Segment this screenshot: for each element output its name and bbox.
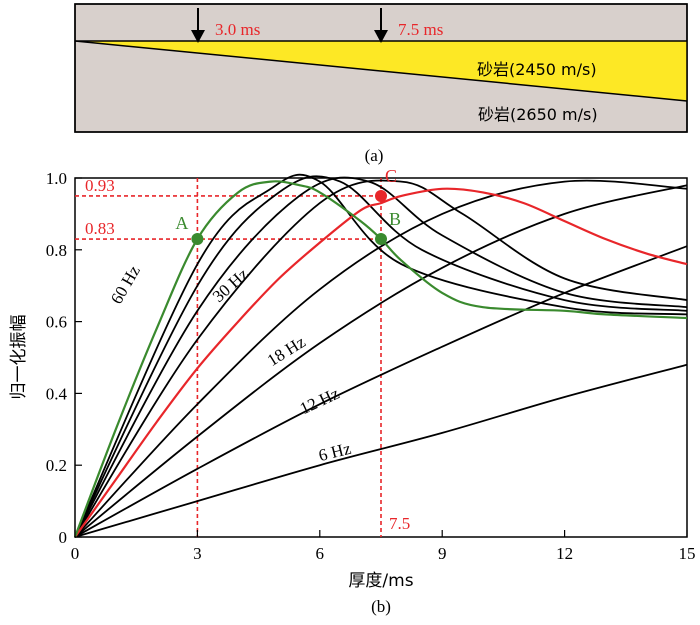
wedge-bottom-boundary bbox=[74, 40, 688, 102]
point-a bbox=[191, 233, 204, 246]
series-layer bbox=[73, 173, 688, 538]
x-axis-label: 厚度/ms bbox=[348, 571, 413, 591]
reference-line-label: 7.5 bbox=[389, 514, 410, 533]
reference-line-label: 0.93 bbox=[85, 176, 115, 195]
series-line-18-hz bbox=[74, 184, 688, 538]
y-tick-label: 1.0 bbox=[46, 169, 67, 188]
series-line-42-hz bbox=[74, 176, 688, 538]
x-tick-label: 12 bbox=[556, 544, 573, 563]
y-axis-label: 归一化振幅 bbox=[9, 315, 29, 400]
point-label-b: B bbox=[389, 209, 401, 229]
point-label-c: C bbox=[385, 166, 397, 186]
wedge-model-panel: 3.0 ms 7.5 ms 砂岩(2450 m/s) 砂岩(2650 m/s) … bbox=[74, 3, 688, 165]
amplitude-chart: 0.93 0.83 7.5 A B C 0 3 6 9 12 15 0 0.2 0.4 0.6 0.8 1.0… bbox=[9, 166, 696, 616]
panel-a-label: (a) bbox=[365, 146, 384, 165]
arrow-3ms-label: 3.0 ms bbox=[215, 20, 260, 39]
points-layer: A B C bbox=[175, 166, 401, 246]
point-b bbox=[375, 233, 387, 246]
ticks-layer: 0 3 6 9 12 15 0 0.2 0.4 0.6 0.8 1.0 bbox=[46, 169, 696, 563]
arrow-7-5ms-label: 7.5 ms bbox=[398, 20, 443, 39]
point-label-a: A bbox=[175, 213, 188, 233]
y-tick-label: 0.4 bbox=[46, 384, 68, 403]
lower-layer-label: 砂岩(2650 m/s) bbox=[478, 105, 598, 124]
series-line-60-hz bbox=[73, 180, 688, 538]
y-tick-label: 0.6 bbox=[46, 313, 67, 332]
x-tick-label: 6 bbox=[316, 544, 325, 563]
series-line-54-hz bbox=[74, 173, 688, 538]
y-tick-label: 0.8 bbox=[46, 241, 67, 260]
wedge-layer-label: 砂岩(2450 m/s) bbox=[477, 60, 597, 79]
point-c bbox=[375, 189, 387, 202]
x-tick-label: 15 bbox=[679, 544, 696, 563]
series-line-24-hz bbox=[74, 179, 688, 538]
y-tick-label: 0.2 bbox=[46, 456, 67, 475]
x-tick-label: 9 bbox=[438, 544, 447, 563]
x-tick-label: 3 bbox=[193, 544, 202, 563]
series-line-6-hz bbox=[74, 363, 688, 538]
plot-area-frame bbox=[74, 177, 688, 538]
series-line-30-hz bbox=[74, 187, 688, 538]
panel-b-label: (b) bbox=[371, 597, 391, 616]
arrow-7-5ms: 7.5 ms bbox=[374, 8, 443, 43]
y-tick-label: 0 bbox=[59, 528, 68, 547]
series-line-36-hz bbox=[74, 179, 688, 538]
series-line-48-hz bbox=[74, 175, 688, 538]
x-tick-label: 0 bbox=[71, 544, 80, 563]
arrow-3ms: 3.0 ms bbox=[191, 8, 260, 43]
reference-line-label: 0.83 bbox=[85, 219, 115, 238]
series-line-12-hz bbox=[74, 245, 688, 538]
